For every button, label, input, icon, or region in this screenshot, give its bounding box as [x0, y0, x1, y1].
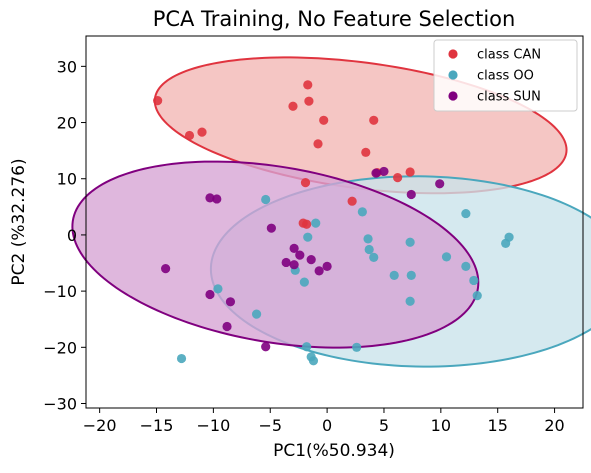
point-class-oo [461, 261, 471, 271]
point-class-oo [357, 207, 367, 217]
legend-box [433, 39, 578, 112]
point-class-sun [222, 321, 232, 332]
point-class-sun [261, 342, 271, 352]
point-class-oo [406, 270, 416, 280]
x-tick-label: 5 [379, 416, 389, 435]
point-class-oo [299, 277, 309, 287]
point-class-sun [322, 261, 332, 271]
y-tick-label: 10 [57, 170, 77, 189]
point-class-can [361, 147, 371, 157]
x-tick-label: −5 [258, 416, 282, 435]
point-class-oo [352, 342, 362, 352]
x-tick-label: 0 [322, 416, 332, 435]
x-tick-label: −20 [83, 416, 117, 435]
plot-frame [85, 35, 584, 409]
x-tick-label: 20 [544, 416, 564, 435]
point-class-oo [469, 275, 479, 286]
point-class-oo [389, 270, 399, 280]
x-tick-label: 10 [431, 416, 451, 435]
point-class-sun [306, 255, 316, 265]
point-class-oo [311, 218, 321, 228]
point-class-sun [435, 179, 445, 189]
ellipse-class-sun [71, 160, 480, 349]
point-class-can [393, 173, 403, 183]
legend-label-class-can: class CAN [477, 48, 541, 63]
point-class-sun [406, 189, 416, 200]
legend: class CAN class OO class SUN [433, 39, 578, 112]
y-tick-label: −30 [43, 395, 77, 414]
point-class-oo [213, 284, 223, 294]
point-class-oo [405, 237, 415, 247]
point-class-oo [441, 252, 452, 262]
legend-label-class-oo: class OO [477, 69, 534, 84]
point-class-sun [295, 250, 305, 260]
point-class-sun [161, 264, 171, 274]
point-class-oo [461, 208, 471, 219]
y-tick-label: 30 [57, 57, 77, 76]
point-class-can [405, 167, 415, 177]
point-class-sun [212, 194, 222, 204]
legend-marker-class-oo [448, 70, 458, 80]
point-class-can [300, 178, 311, 188]
point-class-sun [266, 223, 276, 233]
point-class-can [313, 139, 323, 149]
point-class-sun [281, 257, 291, 268]
point-class-sun [289, 243, 299, 254]
legend-label-class-sun: class SUN [477, 90, 541, 105]
point-class-oo [308, 356, 319, 366]
legend-marker-class-can [448, 49, 458, 59]
point-class-can [184, 130, 195, 141]
point-class-oo [302, 342, 312, 352]
point-class-can [288, 101, 298, 111]
point-class-can [369, 115, 379, 125]
point-class-sun [225, 297, 236, 307]
point-class-sun [379, 166, 389, 177]
y-axis-label: PC2 (%32.276) [9, 158, 29, 285]
point-class-sun [205, 289, 215, 300]
point-class-oo [405, 296, 415, 306]
point-class-oo [364, 244, 374, 255]
point-class-can [302, 219, 312, 229]
point-class-oo [504, 232, 514, 242]
point-class-sun [205, 193, 215, 203]
x-tick-label: −15 [140, 416, 174, 435]
legend-marker-class-sun [448, 91, 458, 101]
point-class-can [347, 196, 357, 206]
x-tick-label: −10 [196, 416, 230, 435]
point-class-oo [303, 232, 313, 242]
x-axis-label: PC1(%50.934) [273, 441, 395, 461]
point-class-oo [363, 234, 373, 244]
point-class-oo [176, 353, 187, 364]
point-class-oo [472, 291, 482, 301]
point-class-oo [261, 194, 271, 205]
point-class-can [153, 96, 163, 106]
point-class-oo [369, 252, 379, 262]
point-class-can [319, 115, 329, 125]
y-tick-label: 0 [67, 226, 77, 245]
point-class-can [304, 96, 314, 106]
y-tick-label: 20 [57, 114, 77, 133]
axes: −20 −15 −10 −5 0 5 10 15 20 −30 −20 −10 0 10 20 30 [43, 35, 584, 435]
point-class-can [303, 80, 313, 90]
y-tick-label: −10 [43, 282, 77, 301]
point-class-can [197, 127, 207, 137]
point-class-sun [289, 260, 299, 270]
chart-title: PCA Training, No Feature Selection [153, 7, 516, 31]
x-tick-label: 15 [488, 416, 508, 435]
point-class-oo [251, 309, 262, 319]
y-tick-label: −20 [43, 338, 77, 357]
point-class-sun [314, 266, 324, 276]
point-class-sun [371, 168, 381, 178]
data-points [153, 80, 514, 366]
